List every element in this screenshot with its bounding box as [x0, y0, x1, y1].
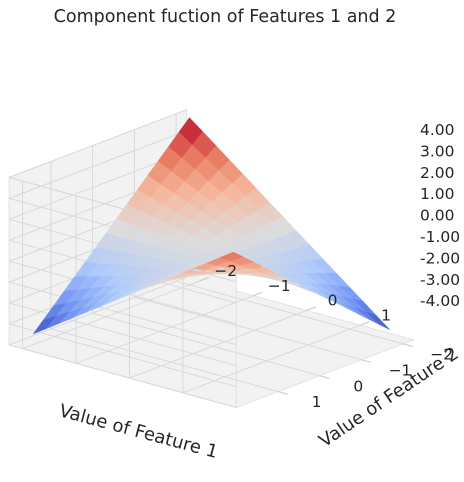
z-tick-label: 2.00 [420, 164, 455, 182]
y-tick-mark [319, 375, 330, 379]
y-tick-mark [403, 343, 414, 347]
y-tick-label: 1 [312, 393, 322, 411]
floor-gridline-x [129, 309, 307, 379]
z-tick-label: 1.00 [420, 185, 455, 203]
z-tick-label: 4.00 [420, 121, 455, 139]
floor-gridline-y [50, 328, 279, 393]
back-gridline-z [9, 302, 237, 367]
x-tick-label: 1 [381, 306, 391, 324]
back-gridline-z [9, 281, 237, 346]
floor-gridline-y [134, 296, 362, 361]
z-tick-label: 0.00 [420, 207, 455, 225]
x-tick-mark [306, 306, 317, 311]
floor-gridline-y [92, 312, 320, 377]
surface-mesh [32, 117, 391, 335]
back-gridline-z [9, 344, 237, 408]
x-tick-mark [360, 321, 370, 326]
floor-gridline-x [22, 280, 201, 350]
x-axis-label: Value of Feature 1 [57, 400, 220, 463]
x-tick-label: −1 [268, 277, 291, 295]
y-tick-label: −2 [430, 346, 453, 364]
chart-title: Component fuction of Features 1 and 2 [54, 7, 397, 27]
y-tick-label: −1 [389, 361, 412, 379]
z-tick-label: -3.00 [420, 271, 460, 289]
left-gridline-z [9, 276, 187, 346]
floor-gridline-x [75, 295, 254, 364]
left-gridline-z [9, 109, 187, 178]
x-tick-mark [199, 276, 210, 282]
z-tick-label: -1.00 [420, 228, 460, 246]
floor-gridline-x [182, 324, 361, 394]
x-tick-label: −2 [214, 262, 237, 280]
floor-gridline-y [175, 280, 404, 345]
surface-patch [365, 311, 391, 330]
axis-ticks: −2 −1 0 1 −2 −1 0 1 4.00 3.00 2.00 1.00 0.00 -1.00 -2.… [199, 121, 460, 411]
y-tick-label: 0 [353, 377, 363, 395]
y-tick-mark [361, 359, 372, 363]
x-tick-mark [253, 291, 263, 297]
back-gridline-z [9, 323, 237, 388]
y-tick-mark [277, 391, 288, 395]
z-tick-label: 3.00 [420, 142, 455, 160]
z-tick-label: -2.00 [420, 249, 460, 267]
left-gridline-z [9, 130, 187, 199]
z-tick-label: -4.00 [420, 292, 460, 310]
x-tick-label: 0 [328, 292, 338, 310]
